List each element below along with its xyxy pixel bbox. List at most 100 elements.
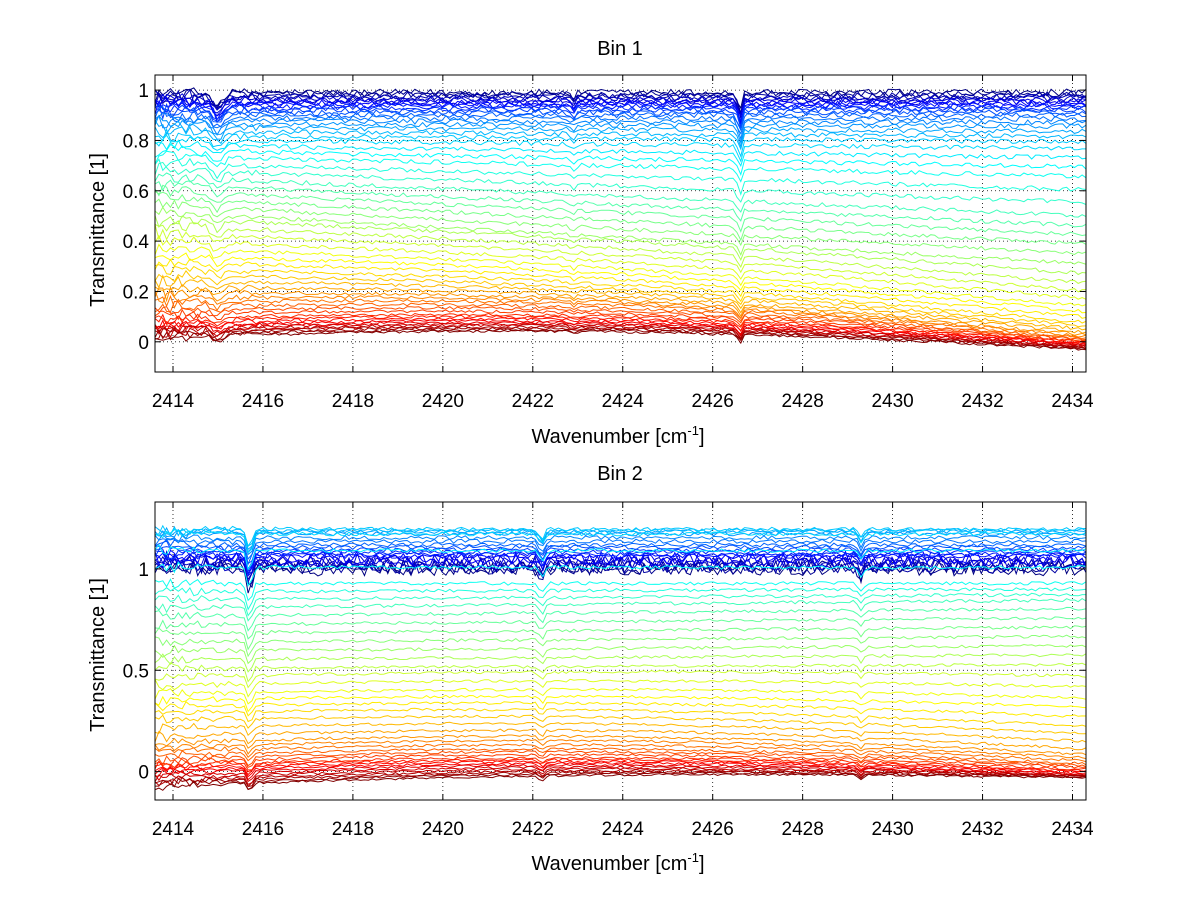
x-tick-label: 2434 [1051, 391, 1094, 412]
series-line [155, 313, 1086, 344]
series-line [155, 606, 1086, 632]
series-line [155, 773, 1086, 791]
series-line [155, 328, 1086, 350]
x-tick-label: 2432 [961, 819, 1003, 840]
series-line [155, 284, 1086, 334]
series-line [155, 669, 1086, 689]
series-line [155, 134, 1086, 163]
series-line [155, 184, 1086, 237]
x-tick-label: 2434 [1051, 819, 1094, 840]
series-line [155, 734, 1086, 756]
series-line [155, 747, 1086, 766]
y-tick-label: 0.2 [123, 282, 149, 303]
series-line [155, 107, 1086, 131]
series-line [155, 139, 1086, 168]
series-line [155, 768, 1086, 788]
y-tick-label: 0.6 [123, 182, 149, 203]
series-line [155, 561, 1086, 587]
chart-bin-1: Bin 1 2414 2416 2418 2420 2422 2424 2426 2428 24… [87, 38, 1094, 448]
series-line [155, 190, 1086, 245]
series-line [155, 586, 1086, 611]
series-line [155, 224, 1086, 293]
series-line [155, 538, 1086, 560]
x-tick-label: 2426 [692, 391, 734, 412]
series-line [155, 761, 1086, 778]
x-tick-label: 2424 [602, 391, 645, 412]
series-line [155, 143, 1086, 177]
y-tick-label: 0 [138, 333, 149, 354]
series-line [155, 127, 1086, 158]
series-line [155, 728, 1086, 751]
series-line [155, 300, 1086, 342]
series-line [155, 87, 1086, 110]
series-line [155, 592, 1086, 617]
series-line [155, 678, 1086, 698]
x-tick-label: 2428 [782, 819, 824, 840]
series-line [155, 319, 1086, 345]
plot-frame [154, 501, 1087, 801]
series-line [155, 172, 1086, 218]
series-line [155, 756, 1086, 771]
series-line [155, 290, 1086, 338]
series-line [155, 99, 1086, 124]
series-line [155, 549, 1086, 576]
x-tick-label: 2416 [242, 819, 284, 840]
y-axis-label: Transmittance [1] [87, 578, 109, 732]
series-line [155, 206, 1086, 265]
series-line [155, 264, 1086, 324]
grid [155, 502, 1086, 800]
x-tick-label: 2428 [782, 391, 824, 412]
series-line [155, 120, 1086, 149]
y-tick-label: 0.8 [123, 131, 149, 152]
x-tick-label: 2432 [961, 391, 1003, 412]
series-line [155, 555, 1086, 585]
chart-title: Bin 2 [597, 463, 643, 485]
x-tick-label: 2422 [512, 391, 554, 412]
y-axis-label: Transmittance [1] [87, 153, 109, 307]
series-line [155, 753, 1086, 769]
series-line [155, 634, 1086, 658]
y-ticks: 00.51 [123, 560, 1086, 784]
series-line [155, 721, 1086, 743]
series-line [155, 198, 1086, 256]
x-tick-label: 2426 [692, 819, 734, 840]
series-line [155, 743, 1086, 763]
series-line [155, 616, 1086, 640]
series-group [155, 87, 1086, 351]
series-line [155, 578, 1086, 602]
x-axis-label: Wavenumber [cm-1] [531, 423, 704, 448]
series-line [155, 157, 1086, 196]
x-tick-label: 2430 [871, 819, 913, 840]
x-tick-label: 2430 [871, 391, 913, 412]
series-line [155, 114, 1086, 141]
series-line [155, 102, 1086, 129]
series-line [155, 597, 1086, 622]
series-line [155, 243, 1086, 307]
series-line [155, 274, 1086, 331]
y-tick-label: 0.5 [123, 661, 149, 682]
series-line [155, 126, 1086, 151]
series-line [155, 559, 1086, 594]
series-line [155, 529, 1086, 554]
series-line [155, 306, 1086, 341]
series-group [155, 524, 1086, 791]
chart-bin-2: Bin 2 2414 2416 2418 2420 2422 2424 2426 2428 24… [87, 463, 1094, 875]
x-tick-label: 2420 [422, 391, 464, 412]
series-line [155, 103, 1086, 127]
x-tick-label: 2418 [332, 819, 374, 840]
series-line [155, 750, 1086, 768]
series-line [155, 662, 1086, 683]
series-line [155, 738, 1086, 760]
series-line [155, 234, 1086, 300]
series-line [155, 528, 1086, 554]
series-line [155, 114, 1086, 145]
series-line [155, 307, 1086, 342]
series-line [155, 252, 1086, 314]
series-line [155, 322, 1086, 347]
y-ticks: 0 0.2 0.4 0.6 0.8 1 [123, 81, 1086, 354]
series-line [155, 543, 1086, 571]
y-tick-label: 0.4 [123, 232, 150, 253]
series-line [155, 643, 1086, 665]
series-line [155, 96, 1086, 123]
x-ticks: 2414 2416 2418 2420 2422 2424 2426 2428 2430 2432… [152, 502, 1094, 840]
